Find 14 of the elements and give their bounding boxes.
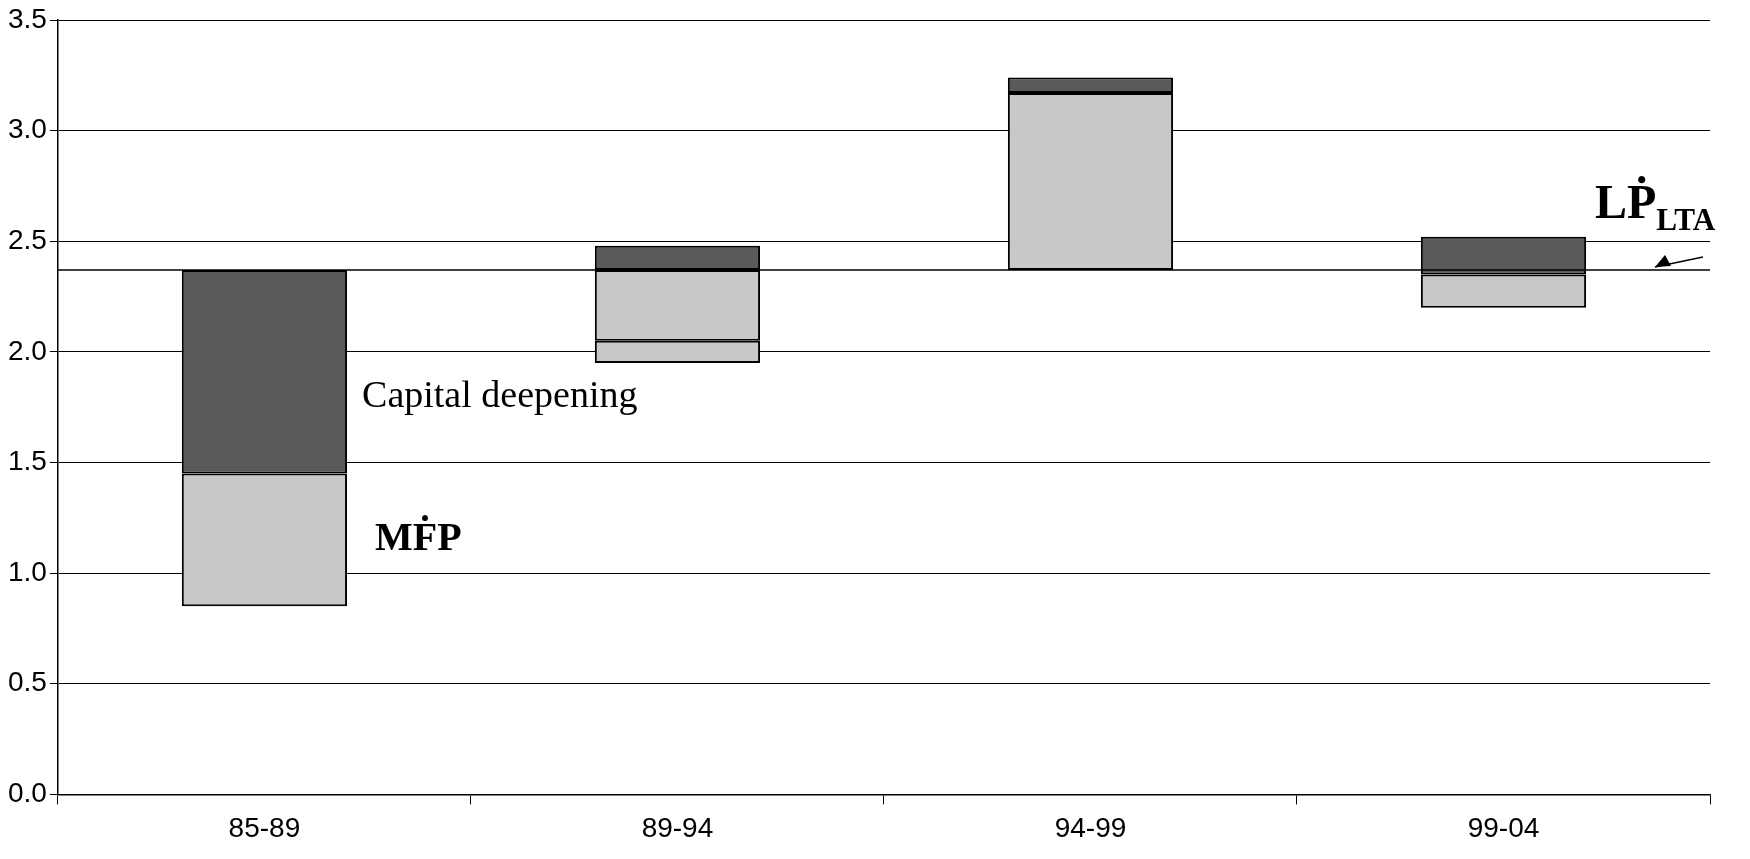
x-tick-label: 85-89 bbox=[228, 811, 301, 843]
y-tick-label: 0.5 bbox=[7, 666, 47, 698]
y-tick-label: 1.5 bbox=[7, 445, 47, 477]
y-tick-label: 1.0 bbox=[7, 555, 47, 587]
series-label: MḞP bbox=[375, 514, 462, 560]
y-tick-label: 2.5 bbox=[7, 223, 47, 255]
x-tick-label: 89-94 bbox=[641, 811, 714, 843]
x-tick-label: 94-99 bbox=[1054, 811, 1127, 843]
y-tick-label: 0.0 bbox=[7, 777, 47, 809]
y-tick-label: 3.0 bbox=[7, 113, 47, 145]
y-tick-label: 3.5 bbox=[7, 2, 47, 34]
series-label: Capital deepening bbox=[362, 372, 638, 415]
x-tick-label: 99-04 bbox=[1467, 811, 1540, 843]
y-tick-label: 2.0 bbox=[7, 334, 47, 366]
